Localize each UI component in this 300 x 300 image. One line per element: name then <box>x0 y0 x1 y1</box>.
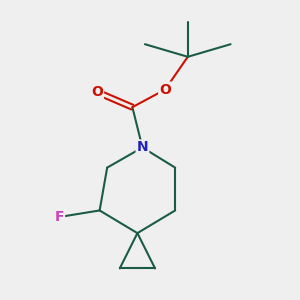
Text: N: N <box>136 140 148 154</box>
Text: O: O <box>159 82 171 97</box>
Text: O: O <box>91 85 103 99</box>
Text: F: F <box>55 210 64 224</box>
